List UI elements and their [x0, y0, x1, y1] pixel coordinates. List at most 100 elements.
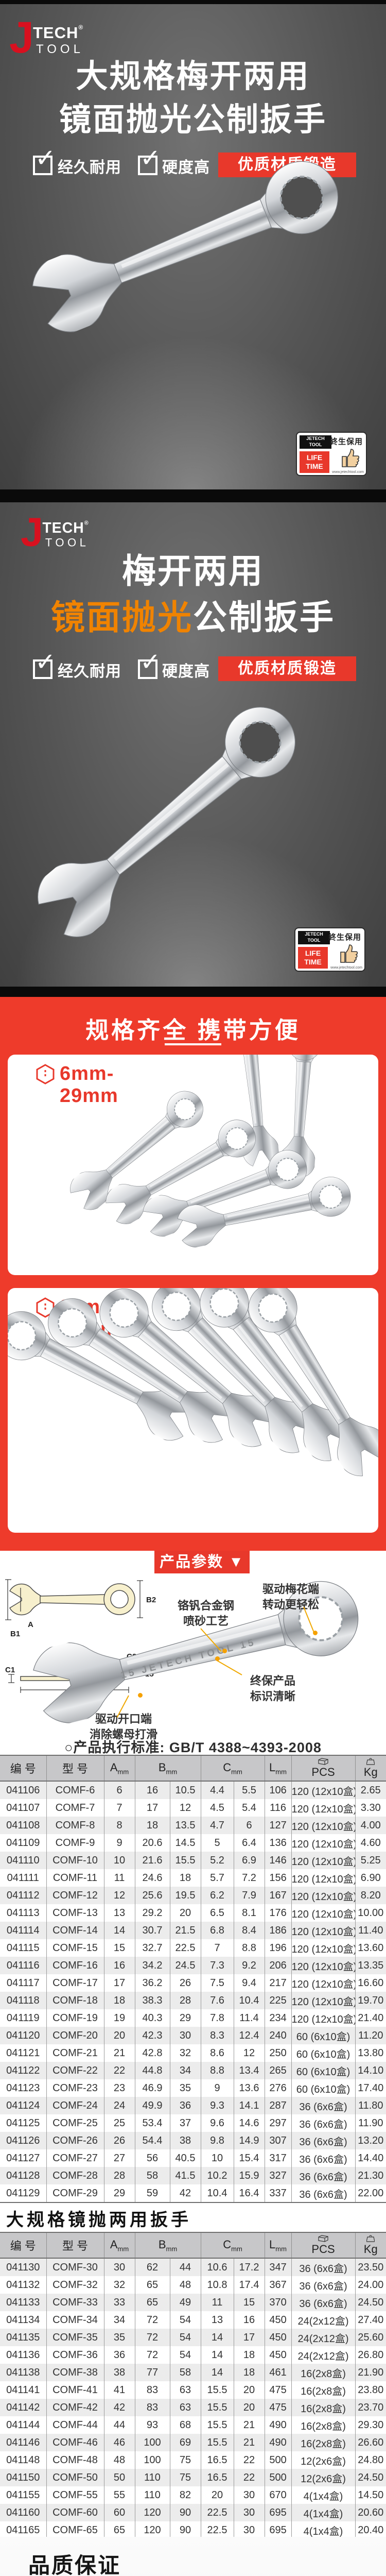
- sticker-life: LIFE: [306, 453, 323, 462]
- callout-open-end: 驱动开口端 消除螺母打滑: [89, 1713, 157, 1741]
- table-row: 041114 COMF-14 14 30.7 21.5 6.8 8.4 186 120 (12x…: [0, 1922, 386, 1939]
- lifetime-warranty-sticker: JETECH TOOL 終生保用 LIFE TIME www.jetechtool.…: [294, 927, 365, 972]
- callout-marking: 终保产品 标识清晰: [250, 1674, 295, 1703]
- table-row: 041134 COMF-34 34 72 54 13 16 450 24(2x12盒) 27.40: [0, 2311, 386, 2329]
- logo-tool: TOOL: [36, 42, 84, 56]
- leader-dot: [138, 1693, 143, 1698]
- sticker-warranty-text: 終生保用: [328, 933, 361, 942]
- spec-table-1-body: 041106 COMF-6 6 16 10.5 4.4 5.5 106 120 (12x10盒)…: [0, 1781, 386, 2202]
- table-row: 041126 COMF-26 26 54.4 38 9.8 14.9 307 36 (6x6盒)…: [0, 2132, 386, 2149]
- col-b: Bmm: [134, 2232, 201, 2259]
- table2-title: 大规格镜抛两用扳手: [6, 2210, 191, 2230]
- table-row: 041124 COMF-24 24 49.9 36 9.3 14.1 287 36 (6x6盒)…: [0, 2097, 386, 2114]
- hero2-title-white: 公制扳手: [193, 598, 335, 636]
- logo-j-icon: J: [9, 13, 34, 62]
- divider-bar: [0, 489, 386, 502]
- table-row: 041130 COMF-30 30 62 44 10.6 17.2 347 36 (6x6盒) 2…: [0, 2258, 386, 2276]
- table-row: 041129 COMF-29 29 59 42 10.4 16.4 337 36 (6x6盒) 2…: [0, 2184, 386, 2202]
- col-pcs: PCS: [291, 1755, 356, 1782]
- quality-section: 品质保证 铬钒钢制作 具有高扭力 高硬度: [0, 2537, 386, 2576]
- table-row: 041155 COMF-55 55 110 82 20 30 670 4(1x4盒) 14.50: [0, 2486, 386, 2504]
- hero-section-2: J TECH® TOOL 梅开两用 镜面抛光公制扳手 ✓ 经久耐用 ✓ 硬度高 …: [0, 502, 386, 987]
- callout-spray: 铬钒合金钢 喷砂工艺: [177, 1599, 234, 1628]
- table-row: 041165 COMF-65 65 120 90 22.5 30 695 4(1x4盒) 20.4…: [0, 2521, 386, 2539]
- table-row: 041112 COMF-12 12 25.6 19.5 6.2 7.9 167 120 (12x…: [0, 1887, 386, 1904]
- table-row: 041113 COMF-13 13 29.2 20 6.5 8.1 176 120 (12x10…: [0, 1904, 386, 1922]
- table-row: 041122 COMF-22 22 44.8 34 8.8 13.4 265 60 (6x10盒…: [0, 2062, 386, 2079]
- product-params-badge: 产品参数 ▼: [154, 1551, 250, 1573]
- logo-tool: TOOL: [45, 536, 90, 550]
- col-b: Bmm: [134, 1755, 201, 1782]
- col-kg: Kg: [355, 1755, 386, 1782]
- check-icon: ✓: [138, 146, 161, 175]
- col-l: Lmm: [264, 2232, 292, 2259]
- table-row: 041141 COMF-41 41 83 63 15.5 20 475 16(2x8盒) 23.8…: [0, 2381, 386, 2399]
- pcs-box-icon: [318, 1757, 328, 1765]
- badge-durable: 经久耐用: [58, 663, 121, 680]
- table-row: 041123 COMF-23 23 46.9 35 9 13.6 276 60 (6x10盒) 1…: [0, 2079, 386, 2097]
- table-header-row: 编 号 型 号 Amm Bmm Cmm Lmm PCS Kg: [0, 1755, 386, 1782]
- pcs-box-icon: [318, 2234, 328, 2242]
- dim-label: B2: [146, 1596, 156, 1604]
- dim-label: C1: [5, 1666, 15, 1674]
- logo-reg: ®: [84, 519, 89, 527]
- sticker-url: www.jetechtool.com: [330, 966, 362, 970]
- table-row: 041138 COMF-38 38 77 58 14 18 461 16(2x8盒) 21.90: [0, 2364, 386, 2381]
- badge-durable: 经久耐用: [58, 159, 121, 176]
- col-c: Cmm: [200, 1755, 265, 1782]
- col-no: 编 号: [0, 1755, 46, 1782]
- col-l: Lmm: [264, 1755, 292, 1782]
- table-row: 041120 COMF-20 20 42.3 30 8.3 12.4 240 60 (6x10盒…: [0, 2027, 386, 2044]
- table-row: 041106 COMF-6 6 16 10.5 4.4 5.5 106 120 (12x10盒)…: [0, 1781, 386, 1799]
- col-a: Amm: [103, 1755, 135, 1782]
- logo-tech: TECH: [33, 24, 79, 42]
- table-header-row: 编 号 型 号 Amm Bmm Cmm Lmm PCS Kg: [0, 2232, 386, 2259]
- size-card-large: 30mm-65mm: [8, 1288, 378, 1533]
- leader-dot: [313, 1631, 318, 1635]
- title-underline: [165, 1043, 221, 1045]
- table-row: 041118 COMF-18 18 38.3 28 7.6 10.4 225 120 (12x1…: [0, 1992, 386, 2009]
- hero-section-1: J TECH® TOOL 大规格梅开两用 镜面抛光公制扳手 ✓ 经久耐用 ✓ 硬…: [0, 0, 386, 489]
- sticker-time: TIME: [306, 462, 323, 470]
- dim-label: B1: [10, 1630, 20, 1638]
- badge-material: 优质材质锻造: [218, 656, 356, 681]
- sticker-life: LIFE: [305, 949, 321, 957]
- table-row: 041108 COMF-8 8 18 13.5 4.7 6 127 120 (12x10盒) 4.…: [0, 1817, 386, 1834]
- weight-icon: [366, 1757, 375, 1765]
- logo-tech: TECH: [42, 519, 84, 536]
- table-row: 041125 COMF-25 25 53.4 37 9.6 14.6 297 36 (6x6盒)…: [0, 2114, 386, 2132]
- table-row: 041121 COMF-21 21 42.8 32 8.6 12 250 60 (6x10盒) 1…: [0, 2044, 386, 2062]
- col-pcs: PCS: [291, 2232, 356, 2259]
- table-row: 041111 COMF-11 11 24.6 18 5.7 7.2 156 120 (12x10…: [0, 1869, 386, 1887]
- sticker-warranty-text: 終生保用: [329, 437, 363, 446]
- thumbs-up-icon: [340, 944, 358, 963]
- logo-j-icon: J: [21, 509, 44, 555]
- spec-table-1: 编 号 型 号 Amm Bmm Cmm Lmm PCS Kg 041106 COM…: [0, 1755, 386, 2203]
- thumbs-up-icon: [342, 449, 360, 467]
- spec-table-2-body: 041130 COMF-30 30 62 44 10.6 17.2 347 36 (6x6盒) 2…: [0, 2258, 386, 2539]
- hero1-title-line1: 大规格梅开两用: [76, 59, 310, 94]
- col-kg: Kg: [355, 2232, 386, 2259]
- col-model: 型 号: [46, 2232, 104, 2259]
- size-range-label: 6mm-29mm: [60, 1063, 118, 1107]
- hero2-title-orange: 镜面抛光: [51, 598, 193, 636]
- badge-hardness: 硬度高: [162, 663, 210, 680]
- hero2-badges: ✓ 经久耐用 ✓ 硬度高 优质材质锻造: [0, 650, 386, 681]
- lifetime-warranty-sticker: JETECH TOOL 終生保用 LIFE TIME www.jetechtool.…: [296, 432, 367, 476]
- table-row: 041136 COMF-36 36 72 54 14 18 450 24(2x12盒) 26.80: [0, 2346, 386, 2364]
- table-row: 041116 COMF-16 16 34.2 24.5 7.3 9.2 206 120 (12x…: [0, 1957, 386, 1974]
- spec-range-title: 规格齐全 携带方便: [85, 1017, 301, 1043]
- callout-ring-end: 驱动梅花端 转动更轻松: [262, 1583, 319, 1611]
- col-no: 编 号: [0, 2232, 46, 2259]
- product-params-section: 产品参数 ▼ B1 A B2: [0, 1551, 386, 1755]
- col-c: Cmm: [200, 2232, 265, 2259]
- table-row: 041127 COMF-27 27 56 40.5 10 15.4 317 36 (6x6盒) 1…: [0, 2149, 386, 2167]
- jetech-logo: J TECH® TOOL: [21, 509, 101, 560]
- down-arrow-icon: ▼: [229, 1554, 244, 1570]
- standard-line: ○产品执行标准: GB/T 4388~4393-2008: [64, 1740, 322, 1755]
- wrench-photo: [16, 150, 350, 344]
- table-row: 041144 COMF-44 44 93 68 15.5 21 490 16(2x8盒) 29.3…: [0, 2416, 386, 2434]
- params-badge-text: 产品参数: [160, 1554, 224, 1570]
- table-row: 041128 COMF-28 28 58 41.5 10.2 15.9 327 36 (6x6盒…: [0, 2167, 386, 2184]
